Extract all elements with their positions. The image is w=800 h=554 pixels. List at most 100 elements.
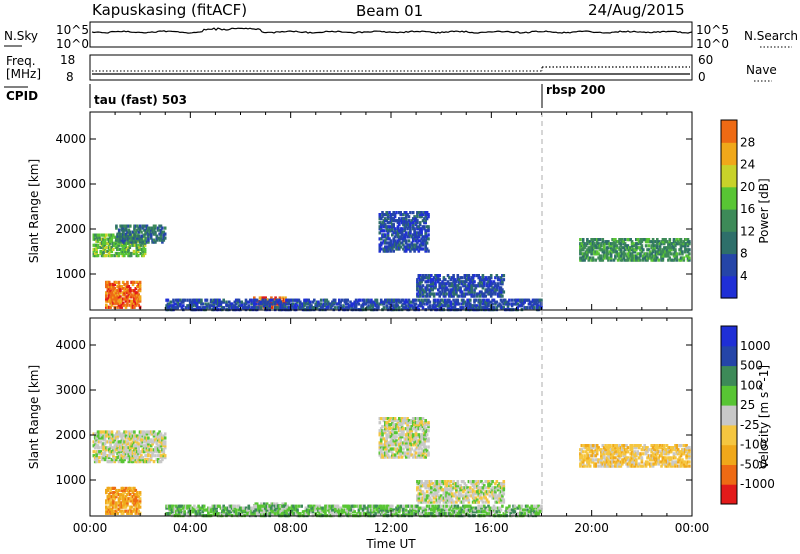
heatmap-cell [212, 304, 216, 308]
heatmap-cell [418, 455, 422, 459]
heatmap-cell [409, 453, 412, 457]
heatmap-cell [121, 297, 125, 301]
heatmap-cell [131, 305, 135, 309]
heatmap-cell [392, 441, 395, 445]
heatmap-cell [332, 298, 336, 302]
heatmap-cell [133, 297, 136, 301]
heatmap-cell [478, 290, 482, 294]
heatmap-cell [635, 256, 638, 260]
heatmap-cell [626, 464, 630, 468]
heatmap-cell [430, 282, 433, 286]
heatmap-cell [480, 486, 483, 490]
heatmap-cell [413, 453, 416, 457]
heatmap-cell [452, 278, 455, 282]
heatmap-cell [121, 503, 125, 507]
heatmap-cell [481, 294, 485, 298]
heatmap-cell [633, 244, 637, 248]
heatmap-cell [149, 454, 153, 458]
heatmap-cell [597, 244, 600, 248]
heatmap-cell [614, 238, 617, 242]
heatmap-cell [137, 299, 140, 303]
heatmap-cell [625, 246, 628, 250]
heatmap-cell [154, 446, 157, 450]
heatmap-cell [385, 213, 388, 217]
date-title: 24/Aug/2015 [588, 1, 685, 19]
heatmap-cell [418, 419, 422, 423]
heatmap-cell [619, 454, 623, 458]
heatmap-cell [459, 288, 462, 292]
heatmap-cell [124, 245, 127, 249]
heatmap-cell [384, 427, 387, 431]
heatmap-cell [656, 244, 659, 248]
heatmap-cell [427, 451, 430, 455]
heatmap-cell [640, 246, 644, 250]
heatmap-cell [428, 496, 432, 500]
heatmap-cell [423, 451, 426, 455]
heatmap-cell [379, 443, 383, 447]
heatmap-cell [591, 240, 595, 244]
heatmap-cell [416, 480, 419, 484]
heatmap-cell [416, 496, 419, 500]
heatmap-cell [112, 295, 115, 299]
heatmap-cell [131, 456, 135, 460]
heatmap-cell [609, 448, 613, 452]
heatmap-cell [103, 452, 107, 456]
heatmap-cell [618, 464, 621, 468]
heatmap-cell [414, 433, 418, 437]
heatmap-cell [114, 501, 118, 505]
heatmap-cell [131, 495, 135, 499]
heatmap-cell [618, 252, 621, 256]
heatmap-cell [168, 302, 171, 306]
heatmap-cell [117, 287, 121, 291]
heatmap-cell [121, 493, 125, 497]
heatmap-cell [438, 480, 441, 484]
heatmap-cell [630, 456, 634, 460]
heatmap-cell [121, 501, 125, 505]
heatmap-cell [385, 211, 388, 215]
heatmap-cell [117, 503, 121, 507]
heatmap-cell [399, 433, 402, 437]
heatmap-cell [457, 490, 461, 494]
heatmap-cell [404, 213, 408, 217]
heatmap-cell [175, 306, 178, 310]
heatmap-cell [501, 290, 504, 294]
heatmap-cell [306, 298, 309, 302]
heatmap-cell [121, 486, 125, 490]
heatmap-cell [466, 302, 469, 306]
heatmap-cell [453, 482, 457, 486]
heatmap-cell [159, 238, 163, 242]
heatmap-cell [416, 441, 419, 445]
heatmap-cell [417, 494, 421, 498]
heatmap-cell [147, 232, 150, 236]
heatmap-cell [656, 240, 659, 244]
heatmap-cell [640, 464, 644, 468]
heatmap-cell [437, 292, 440, 296]
heatmap-cell [448, 498, 451, 502]
heatmap-cell [130, 430, 133, 434]
heatmap-cell [420, 243, 423, 247]
heatmap-cell [411, 233, 415, 237]
heatmap-cell [100, 243, 104, 247]
heatmap-cell [496, 294, 500, 298]
heatmap-cell [130, 236, 133, 240]
heatmap-cell [414, 421, 418, 425]
heatmap-cell [467, 274, 471, 278]
heatmap-cell [204, 298, 207, 302]
heatmap-cell [619, 450, 623, 454]
heatmap-cell [131, 289, 135, 293]
heatmap-cell [432, 488, 436, 492]
heatmap-cell [127, 452, 131, 456]
heatmap-cell [138, 456, 142, 460]
heatmap-cell [386, 417, 390, 421]
heatmap-cell [629, 452, 632, 456]
heatmap-cell [391, 437, 394, 441]
heatmap-cell [651, 254, 655, 258]
heatmap-cell [393, 235, 397, 239]
heatmap-cell [93, 434, 97, 438]
heatmap-cell [485, 492, 489, 496]
heatmap-cell [133, 224, 136, 228]
heatmap-cell [661, 250, 665, 254]
heatmap-cell [403, 221, 407, 225]
heatmap-cell [384, 235, 387, 239]
